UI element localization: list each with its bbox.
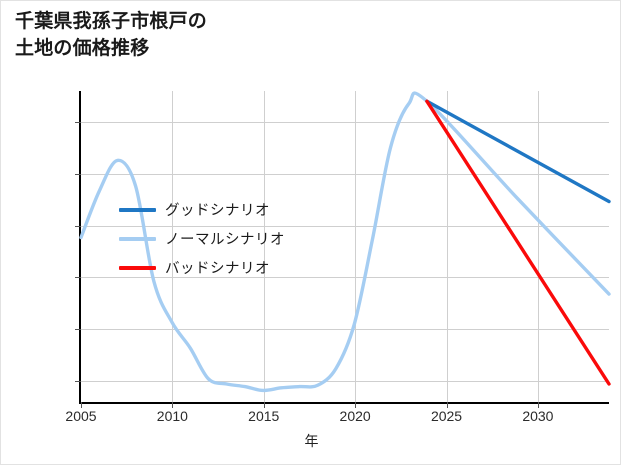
x-tick-mark (537, 402, 539, 408)
x-tick-mark (172, 402, 174, 408)
y-tick-mark (75, 328, 81, 330)
gridline-vertical (355, 91, 357, 402)
gridline-horizontal (81, 122, 609, 124)
series-line (425, 99, 611, 204)
legend: グッドシナリオ ノーマルシナリオ バッドシナリオ (119, 201, 285, 277)
y-tick-mark (75, 277, 81, 279)
legend-item-label: ノーマルシナリオ (165, 232, 285, 248)
series-line (425, 99, 611, 386)
x-tick-label: 2030 (522, 408, 554, 424)
gridline-vertical (537, 91, 539, 402)
gridline-horizontal (81, 173, 609, 175)
legend-item[interactable]: バッドシナリオ (119, 259, 285, 277)
legend-color-swatch (119, 207, 156, 212)
x-tick-label: 2010 (156, 408, 188, 424)
x-tick-mark (263, 402, 265, 408)
y-tick-mark (75, 380, 81, 382)
gridline-vertical (263, 91, 265, 402)
gridline-horizontal (81, 225, 609, 227)
legend-color-swatch (119, 236, 156, 241)
gridline-horizontal (81, 328, 609, 330)
y-tick-mark (75, 173, 81, 175)
series-lines (79, 91, 611, 393)
legend-item[interactable]: グッドシナリオ (119, 201, 285, 219)
x-tick-label: 2005 (65, 408, 97, 424)
legend-item-label: バッドシナリオ (165, 261, 270, 277)
legend-item-label: グッドシナリオ (165, 203, 270, 219)
gridline-horizontal (81, 277, 609, 279)
series-line (79, 91, 611, 393)
page-title: 千葉県我孫子市根戸の 土地の価格推移 (15, 11, 208, 59)
x-tick-label: 2015 (248, 408, 280, 424)
x-tick-mark (81, 402, 82, 408)
y-tick-mark (75, 225, 81, 227)
x-axis-title: 年 (304, 433, 319, 449)
y-tick-mark (75, 122, 81, 124)
x-tick-mark (355, 402, 357, 408)
x-tick-mark (446, 402, 448, 408)
gridline-vertical (172, 91, 174, 402)
gridline-vertical (446, 91, 448, 402)
y-axis-title: 坪（3.3㎡）単価（万円） (1, 153, 3, 312)
gridline-horizontal (81, 380, 609, 382)
x-tick-label: 2025 (430, 408, 463, 424)
x-tick-label: 2020 (339, 408, 371, 424)
legend-item[interactable]: ノーマルシナリオ (119, 230, 285, 248)
legend-color-swatch (119, 265, 156, 270)
